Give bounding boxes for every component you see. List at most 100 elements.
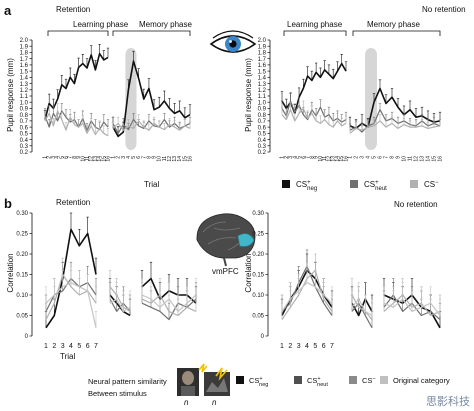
b-retention-xtick-label: 7 bbox=[94, 343, 98, 350]
a-retention-xtick-label: 3 bbox=[121, 156, 127, 159]
a-noretention-ytick-label: 0.4 bbox=[258, 138, 267, 144]
a-retention-ytick-label: 1.3 bbox=[20, 82, 29, 88]
a-noretention-learning-series-neg bbox=[281, 62, 347, 115]
a-noretention-xtick-label: 1 bbox=[348, 156, 354, 159]
a-noretention-ytick-label: 1.9 bbox=[258, 44, 267, 50]
vmpfc-label: vmPFC bbox=[212, 267, 239, 276]
a-noretention-xtick-label: 10 bbox=[402, 156, 408, 162]
a-retention-xtick-label: 15 bbox=[101, 156, 107, 162]
a-retention-xtick-label: 12 bbox=[167, 156, 173, 162]
a-retention-ytick-label: 0.8 bbox=[20, 113, 29, 119]
b-retention-xtick-label: 3 bbox=[61, 343, 65, 350]
a-retention-ytick-label: 0.7 bbox=[20, 119, 29, 125]
a-noretention-memory-series-minus bbox=[349, 120, 441, 134]
a-retention-xtick-label: 13 bbox=[93, 156, 99, 162]
scene-stimulus-icon bbox=[204, 367, 230, 396]
b-retention-group2-series-neut bbox=[109, 298, 131, 312]
a-noretention-ytick-label: 0.6 bbox=[258, 125, 267, 131]
b-noretention-ytick-label: 0.05 bbox=[252, 314, 264, 320]
learning-phase-left: Learning phase bbox=[73, 20, 129, 29]
b-noretention-ytick-label: 0.15 bbox=[252, 273, 264, 279]
charts-group: 0.20.30.40.50.60.70.80.91.01.11.21.31.41… bbox=[16, 38, 443, 350]
b-noretention-ytick-label: 0.25 bbox=[252, 232, 264, 238]
a-noretention-ytick-label: 1.2 bbox=[258, 88, 267, 94]
a-retention-xtick-label: 14 bbox=[177, 156, 183, 162]
a-retention-xtick-label: 8 bbox=[146, 156, 152, 159]
a-retention-xtick-label: 4 bbox=[126, 156, 132, 159]
memory-phase-left: Memory phase bbox=[139, 20, 192, 29]
xlabel-trial-a-left: Trial bbox=[144, 180, 159, 189]
b-noretention-ytick-label: 0.30 bbox=[252, 211, 264, 217]
a-noretention-ytick-label: 0.9 bbox=[258, 107, 267, 113]
a-noretention-learning-series-neut bbox=[281, 100, 347, 123]
ylabel-correlation-left: Correlation bbox=[6, 253, 15, 292]
xlabel-trial-b-left: Trial bbox=[60, 352, 75, 361]
a-retention-ytick-label: 1.6 bbox=[20, 63, 29, 69]
learning-bracket-right bbox=[283, 30, 347, 36]
a-noretention-xtick-label: 5 bbox=[297, 156, 303, 159]
a-noretention-xtick-label: 13 bbox=[420, 156, 426, 162]
a-retention-ytick-label: 0.4 bbox=[20, 138, 29, 144]
a-retention-xtick-label: 12 bbox=[89, 156, 95, 162]
a-noretention-ytick-label: 0.2 bbox=[258, 150, 267, 156]
legend-panel-b: CS+ neg CS+ neut CS− Original category bbox=[236, 376, 450, 388]
a-retention-xtick-label: 11 bbox=[85, 156, 91, 161]
b-retention-ytick-label: 0.15 bbox=[16, 273, 28, 279]
a-retention-ytick-label: 1.1 bbox=[20, 94, 29, 100]
a-retention-ytick-label: 0.2 bbox=[20, 150, 29, 156]
memory-bracket-right bbox=[352, 30, 441, 36]
a-retention-xtick-label: 14 bbox=[97, 156, 103, 162]
b-noretention-xtick-label: 3 bbox=[297, 343, 301, 350]
a-noretention-xtick-label: 15 bbox=[432, 156, 438, 162]
legend-panel-a: CS+ neg CS+ neut CS− bbox=[282, 180, 439, 192]
watermark: 思影科技 bbox=[426, 396, 470, 408]
panel-a-label: a bbox=[4, 3, 12, 18]
b-noretention-xtick-label: 4 bbox=[305, 343, 309, 350]
a-noretention-xtick-label: 12 bbox=[326, 156, 332, 162]
a-retention-xtick-label: 7 bbox=[68, 156, 74, 159]
b-noretention-xtick-label: 7 bbox=[330, 343, 334, 350]
n-label-1: n bbox=[184, 398, 189, 407]
a-retention-ytick-label: 1.8 bbox=[20, 51, 29, 57]
b-noretention-group2-series-neg bbox=[351, 298, 373, 317]
legend-b-swatch-2 bbox=[349, 376, 357, 384]
a-retention-xtick-label: 15 bbox=[182, 156, 188, 162]
legend-a-label-1: CS+ neut bbox=[364, 180, 387, 192]
a-noretention-xtick-label: 7 bbox=[305, 156, 311, 159]
no-retention-title-b: No retention bbox=[394, 200, 438, 209]
b-retention-xtick-label: 2 bbox=[52, 343, 56, 350]
a-noretention-xtick-label: 11 bbox=[408, 156, 414, 161]
a-noretention-xtick-label: 4 bbox=[292, 156, 298, 159]
b-retention-xtick-label: 6 bbox=[86, 343, 90, 350]
b-retention-ytick-label: 0.05 bbox=[16, 314, 28, 320]
ylabel-correlation-right: Correlation bbox=[244, 253, 253, 292]
b-retention-ytick-label: 0.30 bbox=[16, 211, 28, 217]
b-noretention-xtick-label: 5 bbox=[313, 343, 317, 350]
legend-b-label-2: CS− bbox=[362, 376, 376, 385]
legend-b-swatch-1 bbox=[294, 376, 302, 384]
a-noretention-xtick-label: 14 bbox=[335, 156, 341, 162]
b-noretention-ytick-label: 0.10 bbox=[252, 293, 264, 299]
eye-icon bbox=[209, 30, 257, 53]
a-noretention-ytick-label: 2.0 bbox=[258, 38, 267, 44]
a-noretention-xtick-label: 8 bbox=[309, 156, 315, 159]
legend-b-label-3: Original category bbox=[393, 376, 450, 385]
a-noretention-xtick-label: 13 bbox=[331, 156, 337, 162]
ylabel-pupil-right: Pupil response (mm) bbox=[244, 58, 253, 132]
a-retention-learning-series-minus bbox=[44, 110, 109, 137]
memory-phase-right: Memory phase bbox=[367, 20, 420, 29]
a-noretention-xtick-label: 6 bbox=[378, 156, 384, 159]
a-retention-xtick-label: 5 bbox=[59, 156, 65, 159]
a-retention-xtick-label: 13 bbox=[172, 156, 178, 162]
b-noretention-xtick-label: 6 bbox=[322, 343, 326, 350]
a-retention-memory-series-minus bbox=[112, 120, 191, 131]
b-noretention-group1-series-orig bbox=[281, 282, 333, 312]
a-retention-xtick-label: 2 bbox=[116, 156, 122, 159]
a-noretention-ytick-label: 1.6 bbox=[258, 63, 267, 69]
a-noretention-learning-series-minus bbox=[281, 107, 347, 128]
learning-bracket-left bbox=[47, 30, 109, 36]
a-retention-xtick-label: 7 bbox=[141, 156, 147, 159]
a-retention-ytick-label: 0.6 bbox=[20, 125, 29, 131]
a-retention-xtick-label: 10 bbox=[80, 156, 86, 162]
a-retention-xtick-label: 6 bbox=[64, 156, 70, 159]
